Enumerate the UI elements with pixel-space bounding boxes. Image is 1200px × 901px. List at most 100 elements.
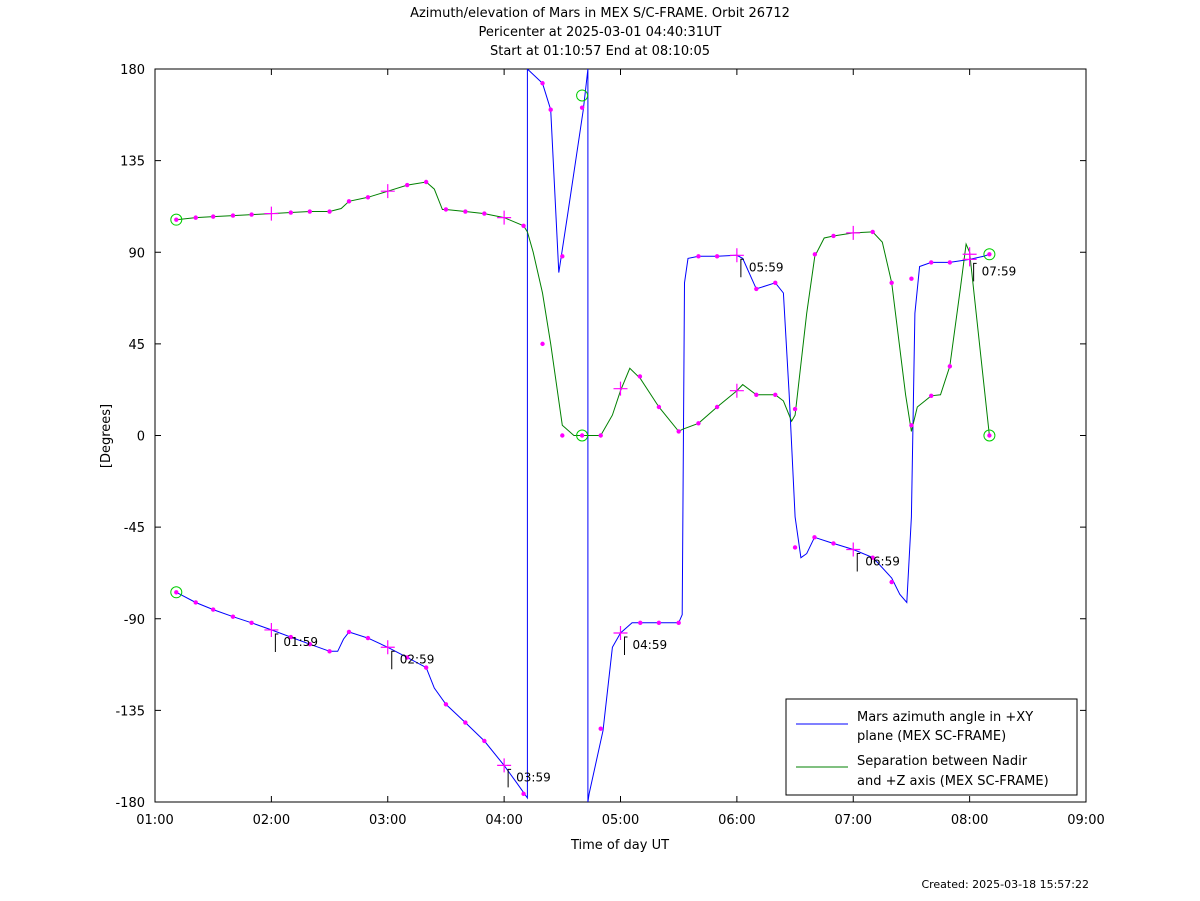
separation-marker bbox=[327, 209, 332, 214]
azimuth-marker bbox=[346, 629, 352, 635]
separation-marker bbox=[656, 404, 662, 410]
separation-hour-marker bbox=[380, 184, 395, 199]
x-tick-label: 03:00 bbox=[369, 813, 406, 828]
legend-label-separation-line-1: Separation between Nadir bbox=[857, 754, 1028, 769]
azimuth-marker bbox=[638, 620, 643, 626]
y-tick-label: 90 bbox=[128, 246, 145, 261]
hour-annotation-label: 02:59 bbox=[400, 652, 435, 666]
separation-marker bbox=[463, 209, 468, 214]
separation-marker bbox=[443, 207, 449, 212]
azimuth-marker bbox=[288, 634, 294, 640]
separation-hour-marker bbox=[962, 247, 977, 262]
azimuth-marker bbox=[443, 702, 449, 707]
hour-annotation-label: 05:59 bbox=[749, 260, 784, 274]
separation-marker bbox=[870, 229, 875, 235]
chart-title-line-1: Azimuth/elevation of Mars in MEX S/C-FRA… bbox=[410, 6, 790, 21]
azimuth-marker bbox=[230, 614, 236, 619]
separation-marker bbox=[230, 213, 236, 218]
separation-marker bbox=[987, 433, 992, 438]
y-tick-label: -45 bbox=[124, 521, 145, 536]
azimuth-marker bbox=[249, 620, 254, 626]
chart-title-line-3: Start at 01:10:57 End at 08:10:05 bbox=[489, 44, 711, 59]
separation-marker bbox=[812, 252, 818, 257]
separation-marker bbox=[346, 199, 352, 204]
endpoint-circle-marker bbox=[170, 213, 183, 226]
azimuth-marker bbox=[676, 620, 681, 626]
azimuth-hour-marker bbox=[380, 640, 395, 655]
hour-annotation-tick bbox=[740, 258, 744, 278]
hour-annotation-tick bbox=[274, 633, 279, 652]
separation-marker bbox=[249, 212, 254, 217]
separation-marker bbox=[831, 233, 836, 239]
legend-label-separation-line-2: and +Z axis (MEX SC-FRAME) bbox=[857, 774, 1049, 789]
azimuth-marker bbox=[909, 276, 914, 281]
azimuth-marker bbox=[987, 252, 992, 257]
azimuth-marker bbox=[656, 620, 662, 626]
endpoint-circle-marker bbox=[576, 429, 589, 442]
hour-annotation-label: 06:59 bbox=[865, 555, 900, 569]
azimuth-marker bbox=[714, 254, 720, 259]
y-axis-label: [Degrees] bbox=[99, 404, 114, 468]
legend-box bbox=[785, 698, 1078, 796]
azimuth-marker bbox=[404, 655, 410, 660]
separation-marker bbox=[773, 392, 778, 397]
legend-label-azimuth-line-1: Mars azimuth angle in +XY bbox=[857, 710, 1033, 725]
x-tick-label: 05:00 bbox=[602, 813, 639, 828]
separation-marker bbox=[560, 433, 565, 438]
azimuth-marker bbox=[482, 738, 487, 744]
endpoint-circle-marker bbox=[576, 89, 589, 102]
separation-marker bbox=[947, 364, 953, 369]
separation-marker bbox=[714, 404, 720, 410]
endpoint-circle-marker bbox=[983, 429, 996, 442]
series-line-separation bbox=[176, 181, 990, 436]
separation-marker bbox=[210, 214, 216, 219]
separation-marker bbox=[889, 280, 894, 285]
separation-hour-marker bbox=[264, 206, 279, 221]
separation-marker bbox=[579, 433, 585, 438]
azimuth-marker bbox=[540, 81, 545, 86]
y-tick-label: 45 bbox=[128, 338, 145, 353]
azimuth-marker bbox=[560, 254, 565, 259]
azimuth-marker bbox=[307, 642, 312, 647]
separation-marker bbox=[174, 217, 179, 222]
separation-hour-marker bbox=[497, 210, 512, 225]
endpoint-circle-marker bbox=[983, 248, 996, 261]
x-axis-label: Time of day UT bbox=[570, 838, 669, 853]
separation-marker bbox=[540, 341, 545, 347]
azimuth-marker bbox=[579, 105, 585, 110]
azimuth-hour-marker bbox=[497, 758, 512, 773]
azimuth-marker bbox=[463, 720, 468, 725]
hour-annotation-tick bbox=[391, 650, 395, 670]
azimuth-marker bbox=[889, 579, 894, 585]
azimuth-hour-marker bbox=[264, 622, 279, 637]
hour-annotation-tick bbox=[856, 553, 861, 572]
azimuth-marker bbox=[754, 286, 759, 292]
separation-hour-marker bbox=[846, 225, 861, 240]
azimuth-marker bbox=[792, 545, 798, 550]
x-tick-label: 06:00 bbox=[718, 813, 755, 828]
x-tick-label: 08:00 bbox=[951, 813, 988, 828]
separation-marker bbox=[909, 423, 914, 428]
y-tick-label: 135 bbox=[120, 155, 145, 170]
azimuth-marker bbox=[327, 649, 332, 654]
hour-annotation-tick bbox=[624, 636, 628, 656]
azimuth-marker bbox=[548, 107, 553, 112]
endpoint-circle-marker bbox=[170, 586, 183, 599]
azimuth-marker bbox=[929, 260, 934, 265]
azimuth-hour-marker bbox=[613, 626, 628, 641]
x-tick-label: 02:00 bbox=[253, 813, 290, 828]
hour-annotation-label: 07:59 bbox=[982, 264, 1017, 278]
separation-marker bbox=[929, 393, 934, 398]
x-tick-label: 04:00 bbox=[485, 813, 522, 828]
azimuth-marker bbox=[423, 665, 429, 670]
separation-marker bbox=[696, 421, 701, 426]
azimuth-marker bbox=[193, 600, 198, 605]
azimuth-marker bbox=[696, 254, 701, 259]
separation-hour-marker bbox=[613, 381, 628, 396]
azimuth-marker bbox=[521, 791, 526, 797]
separation-marker bbox=[792, 406, 798, 412]
y-tick-label: 180 bbox=[120, 63, 145, 78]
hour-annotation-tick bbox=[973, 262, 977, 282]
separation-marker bbox=[598, 433, 603, 438]
